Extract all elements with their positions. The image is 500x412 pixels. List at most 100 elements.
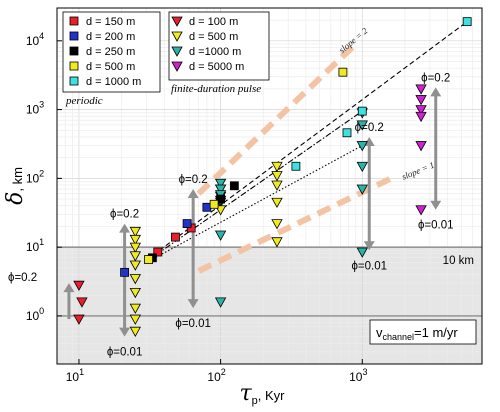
y-tick-exp: 1 bbox=[39, 237, 44, 247]
periodic-point bbox=[291, 161, 301, 171]
pulse-point bbox=[271, 171, 283, 182]
y-axis-symbol: δ bbox=[3, 192, 28, 205]
x-tick-exp: 2 bbox=[221, 367, 226, 377]
pulse-point bbox=[214, 297, 227, 308]
pulse-point bbox=[129, 251, 141, 262]
periodic-point bbox=[202, 202, 212, 212]
pulse-point bbox=[356, 120, 368, 131]
x-tick-base: 10 bbox=[207, 370, 221, 384]
phi-bottom-label: ϕ=0.01 bbox=[175, 318, 211, 330]
arrows-layer bbox=[63, 87, 442, 337]
pulse-point bbox=[271, 180, 283, 191]
pulse-point bbox=[356, 247, 368, 258]
reference-lines-layer bbox=[57, 246, 482, 317]
pulse-point bbox=[415, 95, 427, 106]
arrow-head bbox=[63, 283, 75, 293]
pulse-point bbox=[73, 280, 85, 291]
pulse-point bbox=[415, 105, 427, 116]
fit-line bbox=[146, 110, 363, 262]
legend-pulse-label: d = 5000 m bbox=[189, 61, 244, 73]
y-tick-label: 104 bbox=[26, 31, 44, 48]
x-tick-base: 10 bbox=[349, 370, 363, 384]
y-tick-label: 101 bbox=[26, 237, 44, 254]
pulse-point bbox=[76, 297, 88, 308]
periodic-point bbox=[144, 255, 153, 264]
y-tick-base: 10 bbox=[26, 34, 40, 48]
legend-pulse-label: d = 100 m bbox=[189, 16, 238, 28]
pulse-point bbox=[129, 274, 141, 285]
shaded-band bbox=[57, 247, 482, 364]
reference-line-label: 10 km bbox=[443, 255, 474, 267]
x-tick-label: 101 bbox=[66, 367, 84, 384]
arrow-head bbox=[430, 200, 442, 210]
fit-line bbox=[146, 21, 468, 261]
pulse-point bbox=[214, 178, 227, 190]
arrow-head bbox=[363, 241, 375, 251]
x-axis-symbol: τ bbox=[239, 381, 252, 406]
legend-periodic-marker bbox=[69, 61, 79, 71]
y-tick-exp: 4 bbox=[39, 31, 44, 41]
x-tick-base: 10 bbox=[66, 370, 80, 384]
y-axis-label: δ, km bbox=[3, 167, 28, 205]
arrow-head bbox=[187, 189, 199, 199]
pulse-point bbox=[129, 242, 141, 253]
periodic-point bbox=[182, 219, 192, 228]
legend-periodic-caption: periodic bbox=[65, 95, 103, 107]
annotation-sub: channel bbox=[383, 332, 415, 342]
periodic-point bbox=[171, 232, 180, 242]
periodic-point bbox=[153, 247, 163, 257]
points-layer bbox=[73, 17, 472, 338]
periodic-point bbox=[120, 267, 129, 277]
periodic-point bbox=[338, 67, 348, 77]
pulse-point bbox=[356, 161, 368, 173]
phi-bottom-label: ϕ=0.01 bbox=[107, 347, 143, 359]
legend-periodic-marker bbox=[69, 16, 79, 26]
pulse-point bbox=[356, 141, 368, 152]
x-tick-exp: 3 bbox=[362, 367, 367, 377]
pulse-point bbox=[415, 111, 427, 123]
legend-periodic-label: d = 150 m bbox=[86, 16, 135, 28]
fit-lines-layer bbox=[146, 21, 468, 263]
pulse-point bbox=[73, 314, 85, 325]
slope-line bbox=[197, 175, 393, 274]
fit-line bbox=[146, 145, 363, 263]
band-layer bbox=[57, 247, 482, 364]
legend-pulse-label: d =1000 m bbox=[189, 46, 241, 58]
legend-periodic-label: d = 500 m bbox=[86, 61, 135, 73]
x-axis-label: τp, Kyr bbox=[239, 381, 285, 407]
slope-line bbox=[196, 41, 358, 196]
pulse-point bbox=[415, 84, 427, 95]
y-tick-exp: 2 bbox=[39, 168, 44, 178]
phi-top-label: ϕ=0.2 bbox=[421, 72, 450, 84]
pulse-point bbox=[271, 219, 283, 230]
arrow-head bbox=[187, 299, 199, 309]
annotation-main: v bbox=[376, 325, 383, 340]
arrow-head bbox=[430, 87, 442, 97]
periodic-point bbox=[216, 194, 226, 204]
legend-pulse-marker bbox=[171, 46, 183, 57]
legend-periodic-label: d = 200 m bbox=[86, 31, 135, 43]
periodic-point bbox=[229, 181, 239, 191]
pulse-point bbox=[356, 184, 368, 195]
phi-bottom-label: ϕ=0.01 bbox=[418, 220, 454, 232]
slope-lines-layer bbox=[196, 41, 393, 274]
x-axis-subscript: p bbox=[252, 395, 258, 407]
y-tick-base: 10 bbox=[26, 103, 40, 117]
legend-periodic-marker bbox=[69, 76, 79, 86]
y-tick-base: 10 bbox=[26, 240, 40, 254]
pulse-point bbox=[271, 197, 283, 209]
pulse-point bbox=[129, 314, 141, 325]
pulse-point bbox=[129, 260, 141, 271]
pulse-point bbox=[214, 184, 227, 195]
phi-top-label: ϕ=0.2 bbox=[355, 122, 384, 134]
periodic-point bbox=[342, 128, 352, 138]
legend-periodic-marker bbox=[69, 31, 79, 41]
legend-pulse-caption: finite-duration pulse bbox=[171, 83, 261, 95]
pulse-point bbox=[214, 230, 227, 241]
y-tick-label: 102 bbox=[26, 168, 44, 185]
legend-periodic-label: d = 1000 m bbox=[86, 76, 141, 88]
legend-periodic-box bbox=[62, 11, 161, 93]
y-axis-unit: , km bbox=[10, 167, 25, 192]
pulse-point bbox=[415, 141, 427, 152]
